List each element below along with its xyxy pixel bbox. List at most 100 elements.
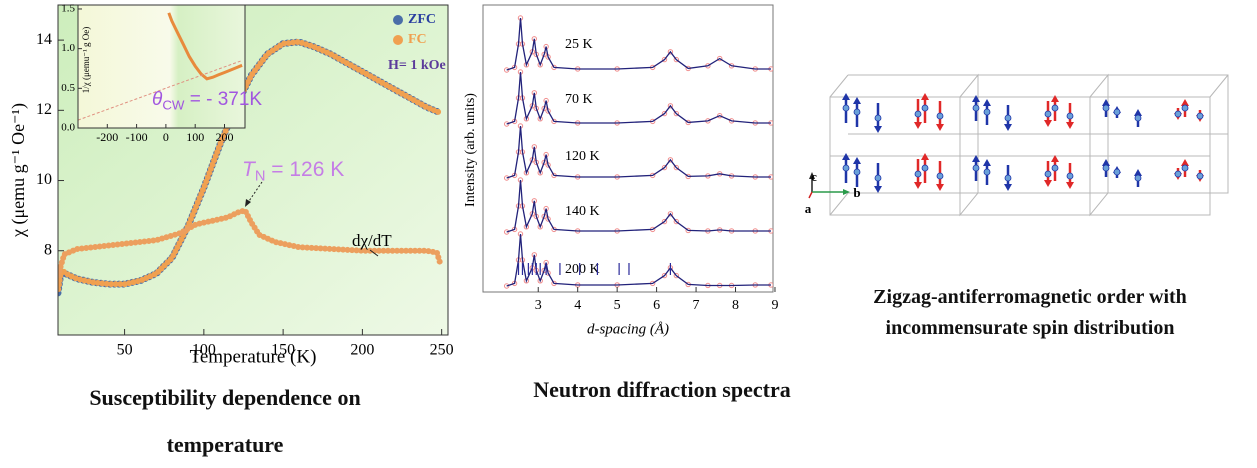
observed-point — [537, 224, 543, 230]
atom — [936, 172, 944, 180]
axis-b-head — [843, 189, 850, 195]
spin-arrowhead — [983, 159, 991, 166]
x-tick-label: 8 — [732, 298, 739, 313]
observed-point — [537, 62, 543, 68]
spin-arrowhead — [1066, 122, 1074, 129]
observed-point — [673, 218, 680, 225]
inset-frame — [77, 4, 246, 129]
atom — [983, 168, 991, 176]
spin-arrowhead — [874, 126, 882, 133]
spin-arrowhead — [1102, 159, 1110, 166]
observed-point — [503, 283, 510, 289]
x-tick-label: 100 — [186, 130, 204, 144]
annotation: TN = 126 K — [242, 158, 344, 185]
atom — [983, 108, 991, 116]
observed-point — [673, 272, 680, 279]
observed-point — [661, 218, 668, 225]
spin-arrowhead — [1044, 120, 1052, 127]
spin-arrowhead — [1181, 159, 1189, 166]
observed-point — [503, 229, 510, 235]
y-tick-label: 0.0 — [61, 122, 75, 134]
spin-arrowhead — [936, 124, 944, 131]
series-label: 140 K — [565, 204, 600, 219]
annotation-text: = 126 K — [265, 158, 344, 181]
atom — [1134, 174, 1142, 182]
spin-arrowhead — [874, 186, 882, 193]
atom — [853, 168, 861, 176]
observed-point — [667, 211, 674, 217]
data-line — [506, 71, 771, 125]
x-tick-label: -100 — [126, 130, 148, 144]
spin-arrowhead — [1004, 124, 1012, 131]
spin-arrowhead — [983, 99, 991, 106]
observed-point — [537, 278, 543, 284]
x-tick-label: 250 — [430, 342, 454, 359]
spin-arrowhead — [972, 95, 980, 102]
annotation-symbol: T — [242, 158, 257, 181]
annotation-arrow — [246, 181, 263, 205]
atom — [1174, 110, 1182, 118]
x-tick-label: 200 — [215, 130, 233, 144]
spin-arrowhead — [853, 97, 861, 104]
annotation-arrowhead — [245, 199, 251, 207]
atom — [842, 104, 850, 112]
legend-label: ZFC — [408, 12, 436, 27]
caption: Susceptibility dependence on temperature — [89, 385, 361, 457]
spin-arrowhead — [921, 93, 929, 100]
y-tick-label: 14 — [36, 31, 52, 48]
data-line — [506, 125, 771, 179]
observed-point — [667, 157, 674, 163]
data-line — [167, 12, 243, 81]
x-tick-label: 6 — [653, 298, 660, 313]
x-tick-label: 5 — [614, 298, 621, 313]
observed-point — [661, 164, 668, 171]
atom — [874, 114, 882, 122]
caption: Neutron diffraction spectra — [533, 377, 791, 402]
atom — [1181, 104, 1189, 112]
annotation-text: = - 371K — [184, 89, 262, 110]
y-tick-label: 8 — [44, 241, 52, 258]
unit-cell — [829, 73, 1229, 217]
y-tick-label: 10 — [36, 171, 52, 188]
annotation: H= 1 kOe — [388, 58, 446, 73]
y-tick-label: 1.0 — [61, 42, 75, 54]
data-line — [58, 206, 444, 279]
observed-point — [717, 55, 723, 62]
atom — [1004, 174, 1012, 182]
x-tick-label: 200 — [350, 342, 374, 359]
y-axis-label: Intensity (arb. units) — [463, 93, 478, 207]
atom — [972, 104, 980, 112]
spin-arrowhead — [936, 184, 944, 191]
observed-point — [667, 103, 674, 109]
spin-arrowhead — [853, 157, 861, 164]
observed-point — [667, 49, 674, 55]
x-tick-label: 4 — [574, 298, 581, 313]
atom — [1174, 170, 1182, 178]
atom — [972, 164, 980, 172]
spin-arrowhead — [1004, 184, 1012, 191]
atom — [1051, 164, 1059, 172]
observed-point — [537, 116, 543, 122]
x-tick-label: 150 — [271, 342, 295, 359]
series-label: 70 K — [565, 92, 593, 107]
x-tick-label: 50 — [117, 342, 133, 359]
y-axis-label: χ (μemu g⁻¹ Oe⁻¹) — [8, 103, 29, 238]
spin-arrowhead — [921, 153, 929, 160]
annotation-subscript: CW — [162, 97, 185, 112]
inset-background — [78, 5, 245, 128]
annotation: θCW = - 371K — [152, 89, 262, 112]
plot-frame — [482, 4, 774, 293]
observed-point — [503, 67, 510, 73]
observed-point — [503, 121, 510, 127]
observed-point — [661, 56, 668, 63]
spin-arrowhead — [1051, 155, 1059, 162]
spin-arrowhead — [1066, 182, 1074, 189]
observed-point — [537, 170, 543, 176]
atom — [853, 108, 861, 116]
x-tick-label: 9 — [771, 298, 778, 313]
atom — [1196, 172, 1204, 180]
spin-arrowhead — [1181, 99, 1189, 106]
spin-arrowhead — [914, 122, 922, 129]
x-tick-label: -200 — [96, 130, 118, 144]
series-label: dχ/dT — [352, 231, 392, 250]
